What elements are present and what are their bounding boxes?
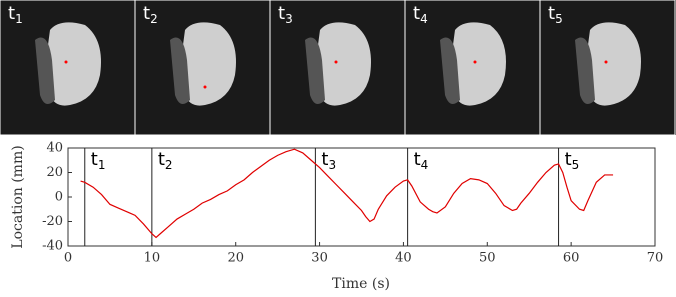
liver [450, 22, 506, 106]
panel-label: t4 [413, 3, 428, 26]
panel-label: t5 [548, 3, 563, 26]
marker-label-sub: 1 [98, 158, 106, 172]
marker-label-sub: 5 [572, 158, 580, 172]
marker-label-base: t [414, 149, 421, 170]
y-tick-label: -40 [42, 239, 63, 254]
panel-label-base: t [143, 3, 150, 24]
tracked-point [473, 60, 477, 64]
tracked-point [604, 60, 608, 64]
tracked-point [334, 60, 338, 64]
panel-label-sub: 2 [150, 12, 158, 26]
panel-label: t1 [8, 3, 23, 26]
tracked-point [203, 85, 207, 89]
marker-label-base: t [321, 149, 328, 170]
y-tick-label: 40 [46, 141, 63, 156]
x-tick-label: 60 [563, 251, 580, 266]
x-tick-label: 70 [647, 251, 664, 266]
x-tick-label: 10 [144, 251, 161, 266]
marker-label-sub: 2 [165, 158, 173, 172]
marker-label-base: t [565, 149, 572, 170]
panel-label-base: t [278, 3, 285, 24]
y-tick-label: -20 [42, 214, 63, 229]
anatomy [35, 37, 55, 104]
liver [45, 22, 101, 106]
x-tick-label: 40 [395, 251, 412, 266]
y-axis-label: Location (mm) [10, 145, 26, 248]
liver [180, 22, 236, 106]
y-tick-label: 0 [55, 190, 63, 205]
liver [585, 22, 641, 106]
x-tick-label: 0 [64, 251, 72, 266]
x-tick-label: 20 [227, 251, 244, 266]
panel-label: t2 [143, 3, 158, 26]
marker-label: t5 [565, 149, 580, 172]
marker-label: t4 [414, 149, 429, 172]
x-axis-label: Time (s) [332, 276, 390, 292]
y-tick-label: 20 [46, 165, 63, 180]
panel-label-sub: 1 [15, 12, 23, 26]
marker-label-base: t [158, 149, 165, 170]
panel-label: t3 [278, 3, 293, 26]
marker-label: t1 [91, 149, 106, 172]
liver [315, 22, 371, 106]
panel-label-sub: 4 [420, 12, 428, 26]
panel-label-base: t [413, 3, 420, 24]
tracked-point [64, 60, 68, 64]
anatomy [440, 37, 460, 104]
marker-label: t2 [158, 149, 173, 172]
x-tick-label: 30 [311, 251, 328, 266]
anatomy [305, 37, 325, 104]
anatomy [170, 37, 190, 104]
marker-label: t3 [321, 149, 336, 172]
panel-label-sub: 5 [555, 12, 563, 26]
data-line [80, 148, 614, 239]
marker-label-sub: 4 [421, 158, 429, 172]
panel-label-base: t [548, 3, 555, 24]
mri-strip: t1 t2 t3 t4 t5 [0, 0, 676, 136]
marker-label-sub: 3 [328, 158, 336, 172]
panel-label-base: t [8, 3, 15, 24]
x-tick-label: 50 [479, 251, 496, 266]
panel-label-sub: 3 [285, 12, 293, 26]
anatomy [575, 37, 595, 104]
marker-label-base: t [91, 149, 98, 170]
